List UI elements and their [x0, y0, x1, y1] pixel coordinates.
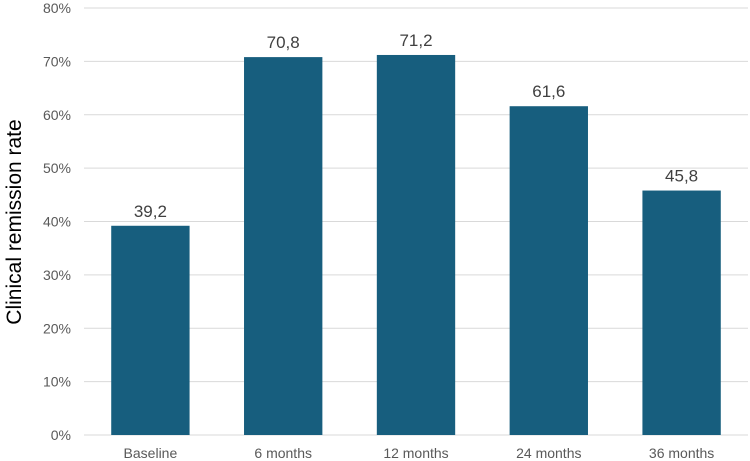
y-tick-label: 80% [43, 0, 71, 16]
bar [642, 190, 721, 435]
x-tick-label: 12 months [383, 445, 448, 461]
x-tick-label: 36 months [649, 445, 714, 461]
bars [111, 54, 721, 436]
bar [509, 106, 588, 436]
y-axis-ticks: 0% 10% 20% 30% 40% 50% 60% 70% 80% [43, 0, 71, 443]
y-tick-label: 40% [43, 214, 71, 230]
bar [111, 225, 190, 435]
y-tick-label: 10% [43, 374, 71, 390]
bar [244, 57, 323, 435]
y-tick-label: 20% [43, 320, 71, 336]
y-axis-title: Clinical remission rate [3, 119, 26, 324]
bar [376, 54, 456, 435]
data-label: 39,2 [134, 202, 167, 221]
data-label: 70,8 [267, 33, 300, 52]
x-tick-label: 24 months [516, 445, 581, 461]
data-label: 61,6 [532, 82, 565, 101]
x-axis-ticks: Baseline 6 months 12 months 24 months 36 mon… [124, 445, 715, 461]
data-labels: 39,2 70,8 71,2 61,6 45,8 [134, 31, 698, 221]
y-tick-label: 0% [51, 427, 71, 443]
y-tick-label: 60% [43, 107, 71, 123]
y-tick-label: 50% [43, 160, 71, 176]
data-label: 45,8 [665, 167, 698, 186]
x-tick-label: 6 months [254, 445, 312, 461]
data-label: 71,2 [399, 31, 432, 50]
x-tick-label: Baseline [124, 445, 178, 461]
y-tick-label: 70% [43, 53, 71, 69]
y-tick-label: 30% [43, 267, 71, 283]
